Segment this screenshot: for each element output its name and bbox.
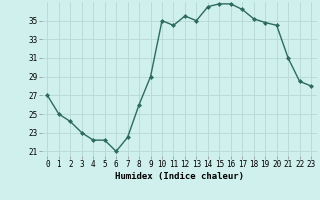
X-axis label: Humidex (Indice chaleur): Humidex (Indice chaleur) bbox=[115, 172, 244, 181]
